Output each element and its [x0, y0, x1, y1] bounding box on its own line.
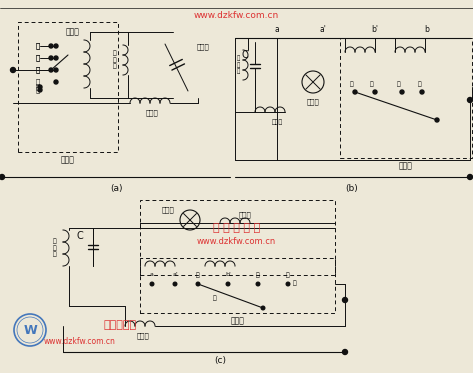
Text: 停: 停 [36, 79, 40, 85]
Bar [18, 22, 118, 152]
Circle shape [10, 68, 16, 72]
Text: 停: 停 [196, 272, 200, 278]
Circle shape [467, 175, 473, 179]
Circle shape [342, 350, 348, 354]
Circle shape [286, 282, 290, 286]
Text: C: C [77, 231, 83, 241]
Circle shape [54, 56, 58, 60]
Text: 低: 低 [36, 43, 40, 49]
Text: 指示灯: 指示灯 [307, 99, 319, 105]
Text: 低: 低 [36, 43, 40, 49]
Text: 主绕组: 主绕组 [137, 333, 149, 339]
Text: a': a' [172, 273, 178, 278]
Circle shape [435, 118, 439, 122]
Circle shape [54, 44, 58, 48]
Text: 高: 高 [36, 67, 40, 73]
Circle shape [49, 44, 53, 48]
Text: b': b' [225, 273, 231, 278]
Text: 停: 停 [36, 87, 40, 93]
Text: 指示灯: 指示灯 [162, 207, 175, 213]
Text: a: a [275, 25, 280, 34]
Text: (c): (c) [214, 355, 226, 364]
Text: 调压器: 调压器 [61, 156, 75, 164]
Text: 中: 中 [36, 55, 40, 61]
Text: b: b [425, 25, 429, 34]
Text: 中: 中 [397, 81, 401, 87]
Text: 电抗器: 电抗器 [238, 212, 251, 218]
Bar [340, 38, 472, 158]
Circle shape [49, 56, 53, 60]
Circle shape [0, 175, 5, 179]
Text: 副
绕
组: 副 绕 组 [113, 51, 117, 69]
Text: 电容器: 电容器 [197, 44, 210, 50]
Text: 电 子 开 发 王: 电 子 开 发 王 [213, 223, 260, 233]
Text: b': b' [371, 25, 378, 34]
Circle shape [49, 68, 53, 72]
Text: 停: 停 [350, 81, 354, 87]
Text: 副
绕
组: 副 绕 组 [53, 239, 57, 257]
Bar [140, 258, 335, 313]
Circle shape [38, 88, 42, 92]
Text: 中: 中 [256, 272, 260, 278]
Text: www.dzkfw.com.cn: www.dzkfw.com.cn [197, 238, 276, 247]
Circle shape [342, 298, 348, 303]
Circle shape [353, 90, 357, 94]
Circle shape [54, 80, 58, 84]
Text: 低: 低 [293, 280, 297, 286]
Text: 主绕组: 主绕组 [272, 119, 283, 125]
Circle shape [226, 282, 230, 286]
Circle shape [256, 282, 260, 286]
Text: 主绕组: 主绕组 [146, 110, 158, 116]
Circle shape [400, 90, 404, 94]
Circle shape [38, 85, 42, 89]
Text: 高: 高 [370, 81, 374, 87]
Text: www.dzkfw.com.cn: www.dzkfw.com.cn [44, 338, 116, 347]
Circle shape [467, 97, 473, 103]
Text: a': a' [320, 25, 326, 34]
Circle shape [173, 282, 177, 286]
Circle shape [196, 282, 200, 286]
Text: (a): (a) [110, 184, 122, 192]
Circle shape [150, 282, 154, 286]
Text: 高: 高 [213, 295, 217, 301]
Text: 停: 停 [36, 84, 40, 90]
Text: W: W [23, 323, 37, 336]
Text: www.dzkfw.com.cn: www.dzkfw.com.cn [194, 12, 279, 21]
Text: 电子开发王: 电子开发王 [104, 320, 137, 330]
Bar [140, 200, 335, 275]
Circle shape [261, 306, 265, 310]
Text: C: C [242, 50, 248, 60]
Text: 高: 高 [36, 67, 40, 73]
Text: 中: 中 [36, 55, 40, 61]
Text: 电抗器: 电抗器 [66, 28, 80, 37]
Text: 低: 低 [286, 272, 290, 278]
Text: 副
绕
组: 副 绕 组 [236, 56, 240, 74]
Text: 调压器: 调压器 [399, 162, 413, 170]
Text: 低: 低 [418, 81, 422, 87]
Circle shape [54, 68, 58, 72]
Text: a: a [150, 273, 154, 278]
Circle shape [420, 90, 424, 94]
Text: (b): (b) [346, 184, 359, 192]
Circle shape [373, 90, 377, 94]
Text: 调压器: 调压器 [230, 317, 245, 326]
